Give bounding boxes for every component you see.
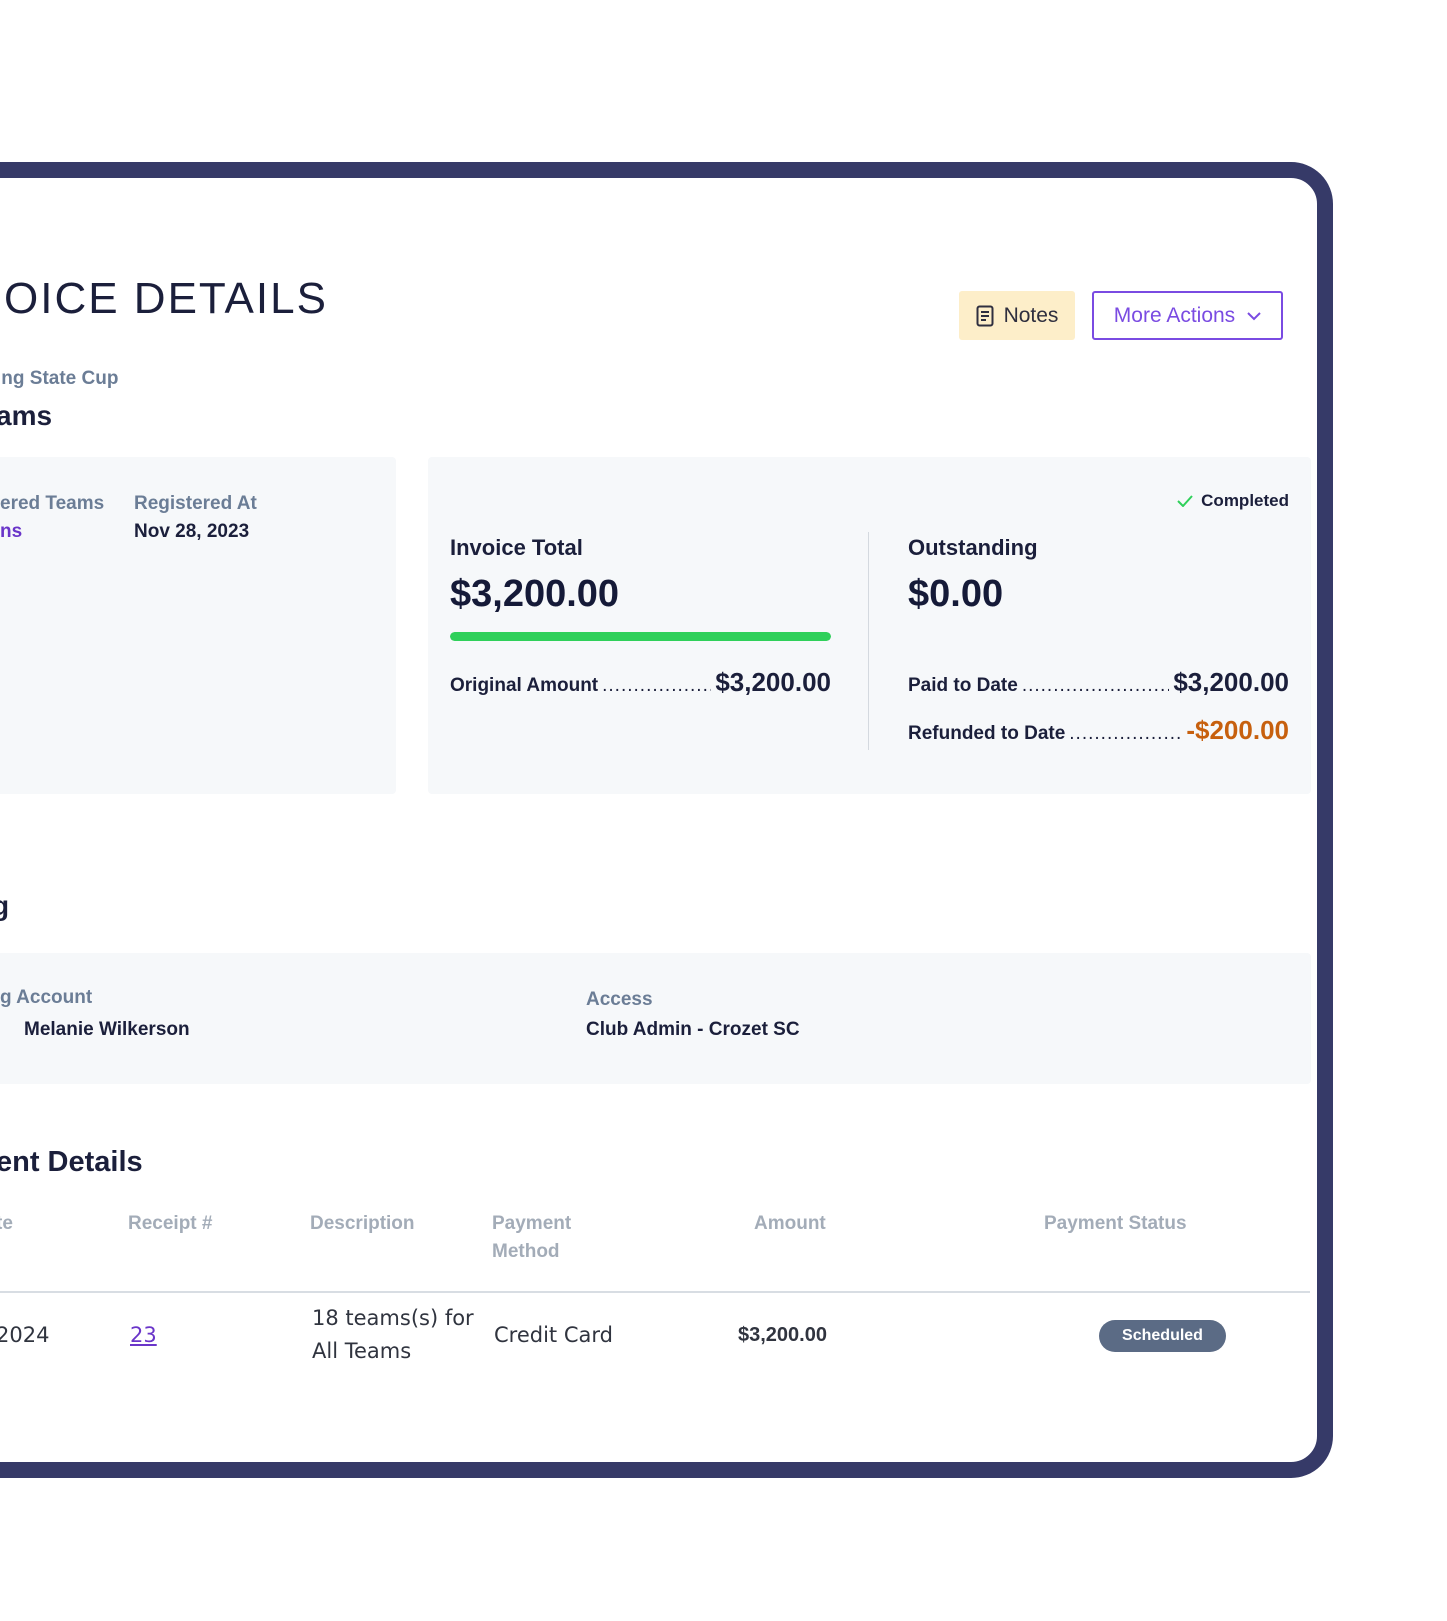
status-badge: Scheduled bbox=[1099, 1320, 1226, 1352]
payment-progress-fill bbox=[450, 632, 831, 641]
status-completed: Completed bbox=[1177, 491, 1289, 511]
chevron-down-icon bbox=[1247, 311, 1261, 320]
status-completed-label: Completed bbox=[1201, 491, 1289, 510]
page-title: OICE DETAILS bbox=[4, 274, 328, 323]
notes-button[interactable]: Notes bbox=[959, 291, 1075, 340]
col-header-description: Description bbox=[310, 1213, 415, 1234]
dot-leader: ........................................… bbox=[602, 675, 711, 696]
row-description: 18 teams(s) for All Teams bbox=[312, 1302, 474, 1368]
notes-label: Notes bbox=[1003, 303, 1059, 327]
registered-teams-label: ered Teams bbox=[0, 493, 105, 514]
paid-to-date-label: Paid to Date bbox=[908, 675, 1018, 696]
row-amount: $3,200.00 bbox=[738, 1324, 827, 1346]
row-description-line2: All Teams bbox=[312, 1339, 412, 1363]
registered-at-label: Registered At bbox=[134, 493, 257, 514]
more-actions-button[interactable]: More Actions bbox=[1092, 291, 1283, 340]
col-header-payment-method-line2: Method bbox=[492, 1241, 560, 1262]
row-payment-method: Credit Card bbox=[494, 1323, 613, 1347]
row-receipt-link[interactable]: 23 bbox=[130, 1319, 157, 1352]
original-amount-value: $3,200.00 bbox=[715, 667, 831, 697]
refunded-to-date-value: -$200.00 bbox=[1186, 715, 1289, 745]
outstanding-amount: $0.00 bbox=[908, 573, 1004, 615]
dot-leader: ........................................… bbox=[1069, 723, 1183, 744]
billing-account-label: g Account bbox=[0, 987, 93, 1008]
col-header-payment-method: Payment Method bbox=[492, 1210, 571, 1266]
table-header-divider bbox=[0, 1291, 1310, 1293]
registration-info-panel: ered Teams ns Registered At Nov 28, 2023 bbox=[0, 457, 396, 794]
notes-icon bbox=[976, 305, 994, 326]
original-amount-row: Original Amount ........................… bbox=[450, 667, 831, 698]
col-header-receipt: Receipt # bbox=[128, 1213, 213, 1234]
account-section-title: g bbox=[0, 890, 9, 922]
invoice-window: OICE DETAILS Notes More Actions ing Stat… bbox=[0, 162, 1333, 1478]
check-icon bbox=[1177, 495, 1193, 507]
invoice-total-amount: $3,200.00 bbox=[450, 573, 620, 615]
col-header-payment-status: Payment Status bbox=[1044, 1213, 1187, 1234]
refunded-to-date-label: Refunded to Date bbox=[908, 723, 1066, 744]
billing-account-value: Melanie Wilkerson bbox=[24, 1019, 190, 1040]
invoice-totals-panel: Completed Invoice Total $3,200.00 Origin… bbox=[428, 457, 1311, 794]
access-value: Club Admin - Crozet SC bbox=[586, 1019, 800, 1040]
outstanding-label: Outstanding bbox=[908, 535, 1038, 560]
paid-to-date-row: Paid to Date ...........................… bbox=[908, 667, 1289, 698]
payment-details-title: ent Details bbox=[0, 1146, 143, 1178]
row-description-line1: 18 teams(s) for bbox=[312, 1306, 474, 1330]
col-header-date: te bbox=[0, 1213, 13, 1234]
invoice-total-label: Invoice Total bbox=[450, 535, 583, 560]
registered-at-value: Nov 28, 2023 bbox=[134, 521, 250, 542]
refunded-to-date-row: Refunded to Date .......................… bbox=[908, 715, 1289, 746]
paid-to-date-value: $3,200.00 bbox=[1173, 667, 1289, 697]
totals-divider bbox=[868, 532, 869, 750]
receipt-link-text[interactable]: 23 bbox=[130, 1323, 157, 1347]
dot-leader: ........................................… bbox=[1021, 675, 1170, 696]
payment-progress-bar bbox=[450, 632, 831, 641]
col-header-payment-method-line1: Payment bbox=[492, 1213, 572, 1234]
event-name: ing State Cup bbox=[0, 368, 119, 389]
more-actions-label: More Actions bbox=[1113, 303, 1236, 327]
team-group-name: ams bbox=[0, 400, 53, 431]
original-amount-label: Original Amount bbox=[450, 675, 599, 696]
access-label: Access bbox=[586, 989, 653, 1010]
col-header-amount: Amount bbox=[754, 1213, 826, 1234]
account-panel: g Account Melanie Wilkerson Access Club … bbox=[0, 953, 1311, 1084]
registered-teams-link[interactable]: ns bbox=[0, 521, 23, 542]
row-date: 2024 bbox=[0, 1323, 50, 1347]
